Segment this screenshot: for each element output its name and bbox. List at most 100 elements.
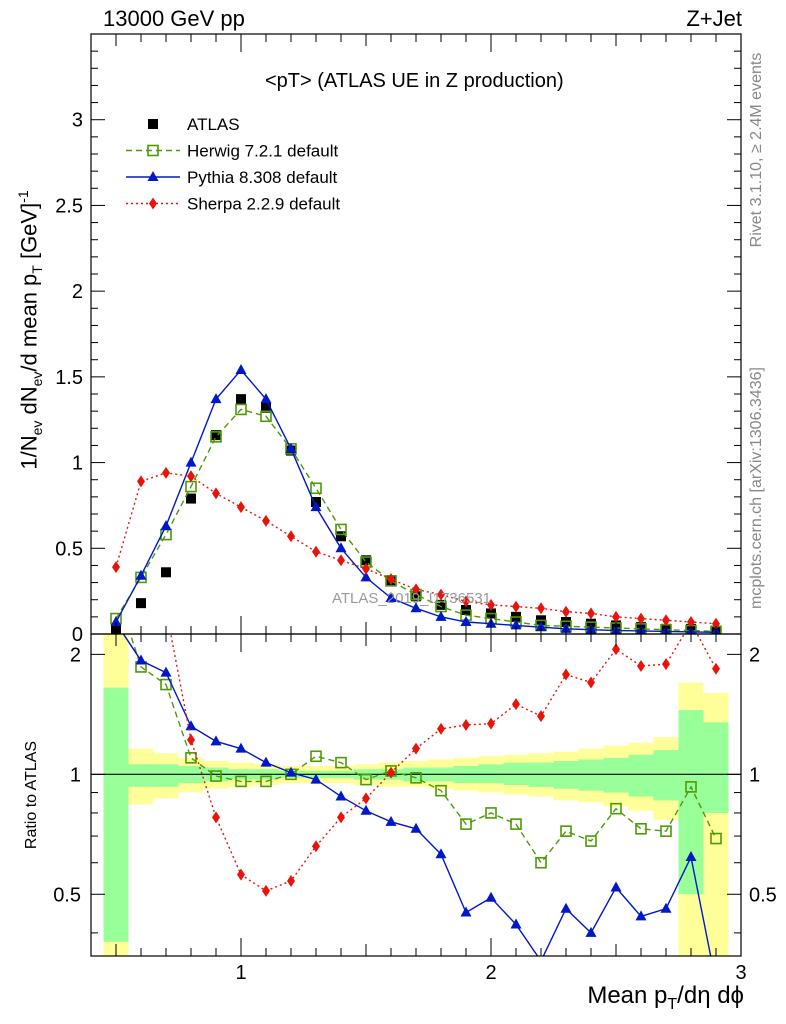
ratio-point-pythia	[410, 822, 422, 833]
analysis-watermark: ATLAS_2019_I1736531	[332, 590, 492, 607]
ratio-point-pythia	[460, 906, 472, 917]
main-point-sherpa	[287, 530, 295, 543]
ratio-point-herwig	[560, 825, 572, 837]
ratio-series-herwig	[129, 634, 722, 869]
legend-entry-atlas: ATLAS	[148, 115, 240, 134]
main-point-sherpa	[537, 602, 545, 615]
green-band-bin	[128, 764, 154, 787]
main-point-sherpa	[337, 554, 345, 567]
legend-entry-sherpa: Sherpa 2.2.9 default	[126, 195, 340, 214]
main-point-pythia	[235, 364, 247, 374]
process-label: Z+Jet	[686, 6, 742, 31]
ratio-point-sherpa	[162, 603, 170, 615]
ratio-point-pythia	[160, 666, 172, 677]
main-point-pythia	[210, 393, 222, 404]
legend: ATLAS Herwig 7.2.1 default Pythia 8.308 de…	[126, 115, 340, 214]
main-point-sherpa	[412, 583, 420, 596]
ratio-point-herwig	[335, 756, 347, 769]
ratio-point-herwig	[210, 770, 222, 782]
main-point-sherpa	[137, 475, 145, 488]
ratio-point-pythia	[560, 902, 572, 913]
main-point-sherpa	[237, 501, 245, 514]
ratio-point-sherpa	[237, 868, 245, 881]
main-point-sherpa	[162, 466, 170, 479]
ratio-point-sherpa	[187, 733, 195, 746]
main-point-sherpa	[212, 487, 220, 500]
ratio-point-sherpa	[562, 668, 570, 681]
ratio-point-herwig	[660, 825, 672, 837]
main-point-atlas	[161, 567, 171, 578]
main-point-pythia	[360, 571, 372, 582]
ratio-point-sherpa	[487, 717, 495, 730]
legend-label-pythia: Pythia 8.308 default	[187, 168, 338, 187]
ratio-point-sherpa	[437, 722, 445, 735]
main-point-pythia	[260, 393, 272, 404]
plot-title: <pT> (ATLAS UE in Z production)	[265, 70, 564, 93]
main-point-pythia	[335, 542, 347, 553]
ratio-point-pythia	[135, 654, 147, 665]
main-point-atlas	[361, 555, 371, 566]
ratio-point-sherpa	[612, 643, 620, 656]
ratio-y-tick-label-right: 1	[749, 764, 760, 786]
main-point-sherpa	[362, 562, 370, 575]
main-point-pythia	[185, 456, 197, 467]
ratio-y-tick-label: 1	[70, 764, 81, 786]
ratio-point-herwig	[635, 822, 647, 835]
ratio-point-herwig	[685, 781, 697, 793]
ratio-point-herwig	[610, 802, 622, 815]
legend-label-herwig: Herwig 7.2.1 default	[187, 142, 338, 161]
main-point-sherpa	[187, 470, 195, 483]
main-point-herwig	[160, 528, 172, 541]
ratio-point-herwig	[460, 818, 472, 830]
green-band-bin	[153, 764, 179, 787]
legend-marker-pythia	[147, 171, 159, 181]
ratio-point-herwig	[310, 750, 322, 763]
ratio-series-sherpa	[137, 493, 720, 897]
green-band-bin	[628, 754, 654, 797]
main-point-sherpa	[462, 595, 470, 608]
axes-group: 0 0.5 1 1.5 2 2.5 3 1 2 3 0.5 0.5 1 1 2 2	[53, 33, 777, 984]
main-point-herwig	[260, 410, 272, 423]
green-band-bin	[653, 750, 679, 801]
ratio-point-sherpa	[287, 874, 295, 887]
main-point-atlas	[186, 493, 196, 504]
main-y-tick-label: 0.5	[55, 538, 83, 560]
legend-marker-herwig	[147, 144, 159, 157]
main-point-pythia	[110, 616, 122, 626]
ratio-point-pythia	[585, 926, 597, 937]
ratio-point-pythia	[385, 815, 397, 826]
main-point-herwig	[335, 523, 347, 536]
main-y-tick-label: 2.5	[55, 195, 83, 217]
main-point-pythia	[160, 520, 172, 530]
ratio-point-sherpa	[337, 811, 345, 824]
ratio-series-pythia	[122, 634, 712, 956]
ratio-point-pythia	[310, 773, 322, 784]
ratio-line-herwig	[129, 634, 717, 864]
ratio-point-herwig	[710, 832, 722, 845]
ratio-y-axis-label: Ratio to ATLAS	[23, 740, 40, 850]
green-band-bin	[703, 722, 729, 813]
main-point-atlas	[211, 430, 221, 441]
main-point-pythia	[510, 619, 522, 630]
main-point-sherpa	[562, 605, 570, 618]
main-point-sherpa	[387, 573, 395, 586]
main-y-tick-label: 3	[72, 110, 83, 132]
ratio-point-pythia	[510, 918, 522, 929]
x-axis-label: Mean pT/dη dϕ	[587, 982, 744, 1013]
main-point-sherpa	[437, 588, 445, 601]
main-point-sherpa	[612, 610, 620, 623]
main-point-sherpa	[662, 614, 670, 627]
main-point-sherpa	[262, 514, 270, 527]
main-point-pythia	[435, 610, 447, 621]
plot-title-text: <pT> (ATLAS UE in Z production)	[265, 70, 564, 92]
ratio-point-sherpa	[137, 493, 145, 505]
ratio-point-herwig	[185, 752, 197, 764]
main-point-herwig	[235, 403, 247, 416]
ratio-uncertainty-bands	[103, 634, 729, 956]
main-point-pythia	[135, 569, 147, 580]
main-point-sherpa	[312, 545, 320, 558]
main-y-tick-label: 1	[72, 453, 83, 475]
legend-entry-herwig: Herwig 7.2.1 default	[126, 142, 338, 161]
ratio-point-sherpa	[512, 698, 520, 711]
main-point-sherpa	[712, 617, 720, 630]
